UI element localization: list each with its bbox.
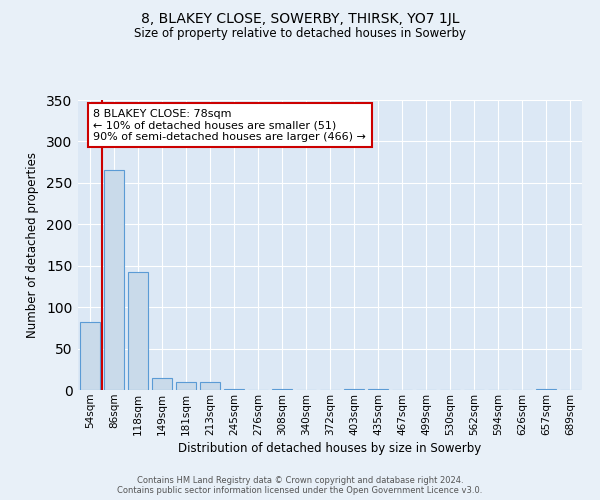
Bar [104, 170, 124, 390]
Bar [224, 389, 244, 390]
Bar [80, 322, 100, 390]
Bar [200, 382, 220, 390]
Bar [176, 382, 196, 390]
Bar [368, 389, 388, 390]
Text: 8, BLAKEY CLOSE, SOWERBY, THIRSK, YO7 1JL: 8, BLAKEY CLOSE, SOWERBY, THIRSK, YO7 1J… [141, 12, 459, 26]
Text: Contains HM Land Registry data © Crown copyright and database right 2024.: Contains HM Land Registry data © Crown c… [137, 476, 463, 485]
Text: 8 BLAKEY CLOSE: 78sqm
← 10% of detached houses are smaller (51)
90% of semi-deta: 8 BLAKEY CLOSE: 78sqm ← 10% of detached … [93, 108, 366, 142]
Text: Size of property relative to detached houses in Sowerby: Size of property relative to detached ho… [134, 28, 466, 40]
Bar [128, 272, 148, 390]
Bar [272, 389, 292, 390]
Text: Contains public sector information licensed under the Open Government Licence v3: Contains public sector information licen… [118, 486, 482, 495]
Bar [152, 378, 172, 390]
Bar [536, 389, 556, 390]
Bar [344, 389, 364, 390]
Y-axis label: Number of detached properties: Number of detached properties [26, 152, 39, 338]
X-axis label: Distribution of detached houses by size in Sowerby: Distribution of detached houses by size … [178, 442, 482, 455]
